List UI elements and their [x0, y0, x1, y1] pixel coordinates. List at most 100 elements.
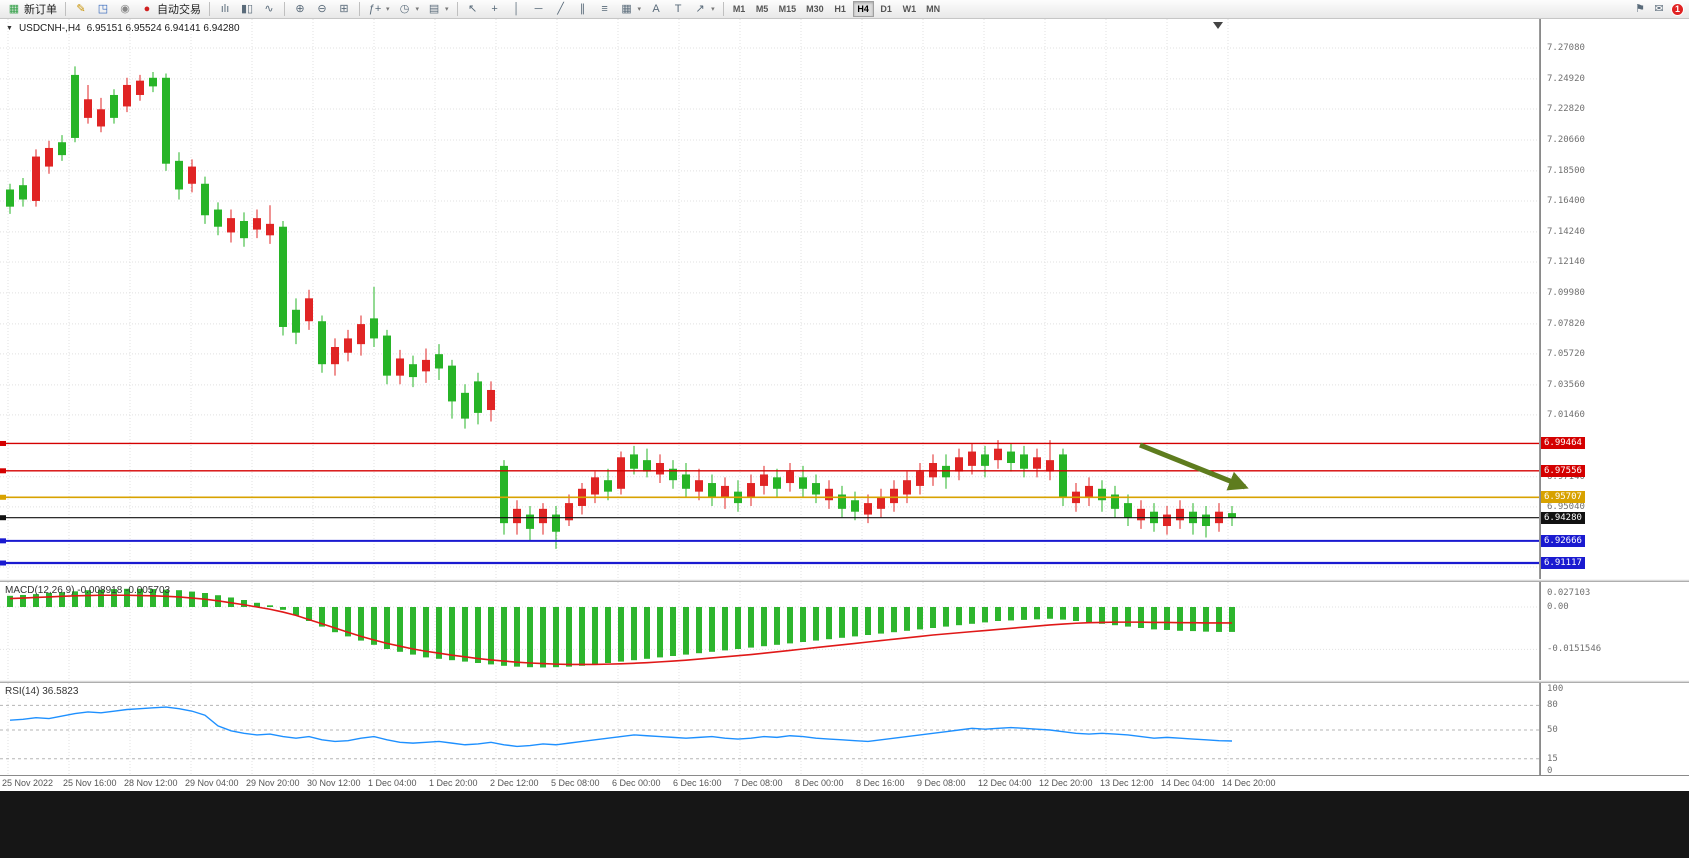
price-label: 7.09980 [1547, 287, 1585, 298]
price-chart-surface[interactable] [0, 19, 1540, 579]
autotrading-button-icon: ● [143, 3, 151, 15]
arrows-button[interactable]: ↗ ▾ [689, 1, 719, 18]
macd-chart-surface[interactable] [0, 582, 1540, 680]
time-label: 12 Dec 20:00 [1039, 778, 1093, 788]
dropdown-arrow-icon: ▾ [415, 6, 420, 13]
timeframe-h1[interactable]: H1 [834, 4, 846, 14]
mail-icon[interactable]: ✉ [1654, 3, 1664, 15]
toolbar-separator [456, 2, 458, 16]
rsi-axis-label: 15 [1547, 753, 1558, 764]
text-button[interactable]: A [645, 1, 667, 18]
alerts-button[interactable]: ◉ [114, 1, 136, 18]
rsi-gridlines [0, 683, 1540, 775]
alerts-button-icon: ◉ [120, 3, 130, 15]
timeframe-d1[interactable]: D1 [880, 4, 892, 14]
price-label: 7.20660 [1547, 134, 1585, 145]
macd-axis-label: 0.00 [1547, 602, 1569, 612]
new-order-button-label: 新订单 [24, 4, 57, 16]
zoom-in-button[interactable]: ⊕ [289, 1, 311, 18]
autotrading-button[interactable]: ● 自动交易 [136, 1, 205, 18]
timeframe-m5[interactable]: M5 [755, 4, 769, 14]
price-label: 7.03560 [1547, 379, 1585, 390]
shapes-button[interactable]: ▦ ▾ [616, 1, 646, 18]
vertical-line-button[interactable]: │ [506, 1, 528, 18]
cursor-button-icon: ↖ [467, 3, 478, 15]
toolbar-right: ⚑ ✉ 1 [1633, 1, 1686, 17]
cursor-button[interactable]: ↖ [462, 1, 484, 18]
new-order-button-icon: ▦ [8, 3, 20, 15]
templates-button[interactable]: ▤ ▾ [423, 1, 453, 18]
label-button[interactable]: T [667, 1, 689, 18]
rsi-chart-surface[interactable] [0, 683, 1540, 775]
time-label: 28 Nov 12:00 [124, 778, 178, 788]
price-line-badge: 6.95707 [1541, 491, 1585, 504]
zoom-in-button-icon: ⊕ [295, 3, 305, 15]
ohlc-values: 6.95151 6.95524 6.94141 6.94280 [86, 23, 240, 34]
price-line-badge: 6.97556 [1541, 464, 1585, 477]
time-label: 12 Dec 04:00 [978, 778, 1032, 788]
zoom-out-button[interactable]: ⊖ [311, 1, 333, 18]
arrows-button-icon: ↗ [695, 3, 705, 15]
vertical-line-button-icon: │ [513, 3, 520, 15]
annotation-arrow[interactable] [1139, 442, 1249, 491]
bar-chart-button[interactable]: ılı [214, 1, 236, 18]
price-axis[interactable]: 7.27080 7.24920 7.22820 7.20660 7.18500 7.164… [1540, 19, 1689, 579]
time-label: 1 Dec 20:00 [429, 778, 478, 788]
candlestick-chart-button[interactable]: ▮▯ [236, 1, 258, 18]
macd-axis-label: 0.027103 [1547, 588, 1591, 598]
time-label: 25 Nov 16:00 [63, 778, 117, 788]
timeframe-h4[interactable]: H4 [852, 1, 874, 17]
market-watch-button[interactable]: ◳ [92, 1, 114, 18]
crosshair-button[interactable]: + [484, 1, 506, 18]
trendline-button-icon: ╱ [557, 3, 564, 15]
symbol-dropdown-icon[interactable]: ▼ [6, 25, 13, 32]
tile-windows-button[interactable]: ⊞ [333, 1, 355, 18]
timeframe-m1[interactable]: M1 [732, 4, 746, 14]
price-label: 7.22820 [1547, 104, 1585, 114]
macd-signal-line [9, 594, 1232, 666]
price-label: 7.01460 [1547, 409, 1585, 420]
line-chart-button[interactable]: ∿ [258, 1, 280, 18]
rsi-line [9, 706, 1233, 748]
horizontal-line-button[interactable]: ─ [528, 1, 550, 18]
shapes-button-icon: ▦ [621, 3, 632, 15]
toolbar-left-groups: ▦ 新订单 ✎ ◳ ◉ ● 自动交易 ılı ▮▯ ∿ ⊕ ⊖ ⊞ ƒ+ ▾ ◷ ▾ ▤ ▾ ↖ + │ ─ ╱ ∥ ≡ ▦ ▾ A T ↗… [3, 1, 945, 18]
dropdown-arrow-icon: ▾ [711, 6, 715, 13]
price-label: 7.14240 [1547, 226, 1585, 237]
macd-gridlines [0, 582, 1540, 680]
time-label: 8 Dec 00:00 [795, 778, 844, 788]
timeframe-mn[interactable]: MN [926, 4, 941, 14]
time-label: 29 Nov 04:00 [185, 778, 239, 788]
macd-axis[interactable]: 0.027103 0.00 -0.0151546 [1540, 582, 1689, 680]
new-order-button[interactable]: ▦ 新订单 [3, 1, 61, 18]
chart-shift-marker[interactable] [1213, 22, 1223, 29]
rsi-axis[interactable]: 100 80 50 15 0 [1540, 683, 1689, 776]
periods-button[interactable]: ◷ ▾ [394, 1, 424, 18]
toolbar: ▦ 新订单 ✎ ◳ ◉ ● 自动交易 ılı ▮▯ ∿ ⊕ ⊖ ⊞ ƒ+ ▾ ◷ ▾ ▤ ▾ ↖ + │ ─ ╱ ∥ ≡ ▦ ▾ A T ↗… [0, 0, 1689, 19]
time-label: 6 Dec 16:00 [673, 778, 722, 788]
time-label: 8 Dec 16:00 [856, 778, 905, 788]
flag-icon[interactable]: ⚑ [1635, 3, 1645, 15]
time-label: 14 Dec 20:00 [1222, 778, 1276, 788]
price-line-badge: 6.94280 [1541, 511, 1585, 524]
panel-separator[interactable] [0, 680, 1689, 683]
timeframe-w1[interactable]: W1 [902, 4, 917, 14]
timeframe-m30[interactable]: M30 [806, 4, 824, 14]
trendline-button[interactable]: ╱ [550, 1, 572, 18]
timeframe-m15[interactable]: M15 [778, 4, 797, 14]
panel-separator[interactable] [0, 579, 1689, 582]
indicators-button[interactable]: ƒ+ ▾ [364, 1, 394, 18]
fibonacci-button[interactable]: ≡ [594, 1, 616, 18]
notification-badge[interactable]: 1 [1671, 2, 1684, 16]
macd-panel: MACD(12,26,9) -0.008918 -0.005703 0.0271… [0, 582, 1689, 680]
autotrading-button-label: 自动交易 [157, 4, 201, 16]
rsi-axis-label: 80 [1547, 700, 1558, 711]
metaeditor-button[interactable]: ✎ [70, 1, 92, 18]
rsi-axis-label: 50 [1547, 725, 1558, 735]
crosshair-button-icon: + [491, 3, 498, 15]
macd-axis-label: -0.0151546 [1547, 644, 1602, 654]
time-axis[interactable]: 25 Nov 2022 25 Nov 16:00 28 Nov 12:00 29 No… [0, 775, 1689, 791]
toolbar-separator [209, 2, 210, 16]
channel-button[interactable]: ∥ [572, 1, 594, 18]
indicators-button-icon: ƒ+ [368, 3, 382, 15]
